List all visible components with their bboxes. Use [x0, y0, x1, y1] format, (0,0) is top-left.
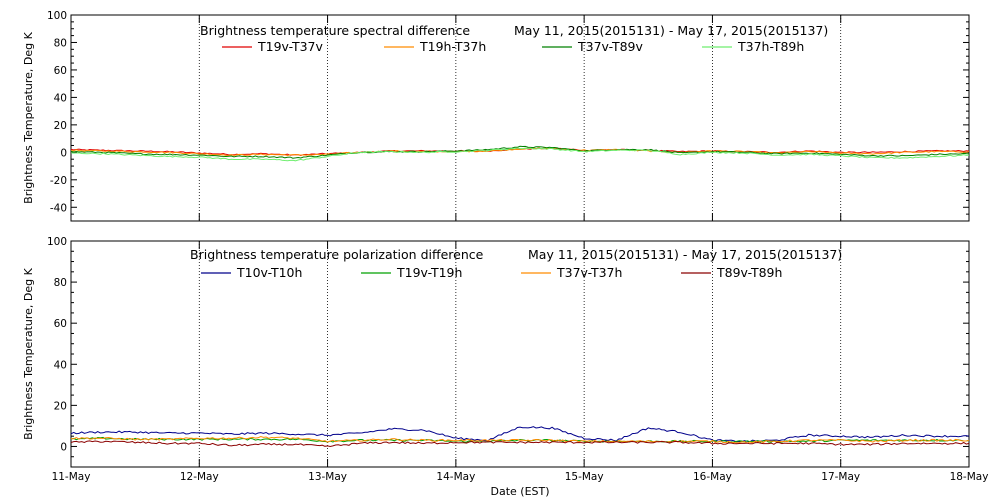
x-tick-label: 16-May — [693, 471, 732, 483]
series-line-T37h-T89h — [70, 147, 970, 162]
x-tick-label: 11-May — [52, 471, 91, 483]
x-axis-ticks: 11-May 12-May 13-May 14-May 15-May 16-May 17-M… — [52, 471, 989, 483]
x-tick-label: 18-May — [950, 471, 989, 483]
spectral-y-axis-label: Brightness Temperature, Deg K — [22, 31, 35, 203]
x-axis-label: Date (EST) — [490, 485, 549, 498]
series-line-T10v-T10h — [70, 426, 970, 443]
spectral-series-lines — [70, 145, 970, 162]
x-tick-label: 12-May — [180, 471, 219, 483]
spectral-date-range: May 11, 2015(2015131) - May 17, 2015(201… — [514, 23, 828, 38]
y-tick-label: 100 — [47, 10, 67, 22]
series-line-T19h-T37h — [70, 147, 970, 157]
legend-label: T10v-T10h — [236, 265, 302, 280]
polarization-y-axis-label: Brightness Temperature, Deg K — [22, 267, 35, 439]
y-tick-label: 80 — [54, 277, 67, 289]
spectral-legend: T19v-T37v T19h-T37h T37v-T89v T37h-T89h — [222, 39, 804, 54]
legend-label: T37v-T37h — [556, 265, 622, 280]
y-tick-label: -40 — [50, 202, 67, 214]
y-tick-label: 40 — [54, 359, 67, 371]
polarization-y-ticks: 0 20 40 60 80 100 — [47, 236, 969, 468]
polarization-legend: T10v-T10h T19v-T19h T37v-T37h T89v-T89h — [201, 265, 782, 280]
legend-label: T89v-T89h — [716, 265, 782, 280]
polarization-difference-panel: 0 20 40 60 80 100 Brightness Temperature, Deg… — [22, 236, 970, 468]
spectral-plot-area — [70, 14, 970, 222]
series-line-T37v-T89v — [70, 145, 970, 159]
legend-label: T19v-T19h — [396, 265, 462, 280]
legend-label: T19v-T37v — [257, 39, 324, 54]
y-tick-label: 60 — [54, 65, 67, 77]
y-tick-label: -20 — [50, 175, 67, 187]
y-tick-label: 20 — [54, 400, 67, 412]
x-tick-label: 17-May — [821, 471, 860, 483]
spectral-difference-panel: -40 -20 0 20 40 60 80 100 Brightness Temperatur… — [22, 10, 970, 222]
legend-label: T37h-T89h — [737, 39, 804, 54]
spectral-chart-title: Brightness temperature spectral differen… — [200, 23, 470, 38]
series-line-T89v-T89h — [70, 440, 970, 448]
x-tick-label: 15-May — [565, 471, 604, 483]
spectral-y-ticks: -40 -20 0 20 40 60 80 100 — [47, 10, 969, 222]
y-tick-label: 40 — [54, 92, 67, 104]
y-tick-label: 0 — [60, 441, 67, 453]
polarization-series-lines — [70, 426, 970, 448]
y-tick-label: 0 — [60, 147, 67, 159]
spectral-day-gridlines — [70, 15, 970, 221]
polarization-day-gridlines — [70, 241, 970, 467]
x-tick-label: 13-May — [308, 471, 347, 483]
legend-label: T37v-T89v — [577, 39, 644, 54]
polarization-chart-title: Brightness temperature polarization diff… — [190, 247, 484, 262]
legend-label: T19h-T37h — [419, 39, 486, 54]
y-tick-label: 80 — [54, 37, 67, 49]
x-tick-label: 14-May — [436, 471, 475, 483]
series-line-T37v-T37h — [71, 435, 970, 444]
y-tick-label: 100 — [47, 236, 67, 248]
polarization-date-range: May 11, 2015(2015131) - May 17, 2015(201… — [528, 247, 842, 262]
y-tick-label: 60 — [54, 318, 67, 330]
y-tick-label: 20 — [54, 120, 67, 132]
